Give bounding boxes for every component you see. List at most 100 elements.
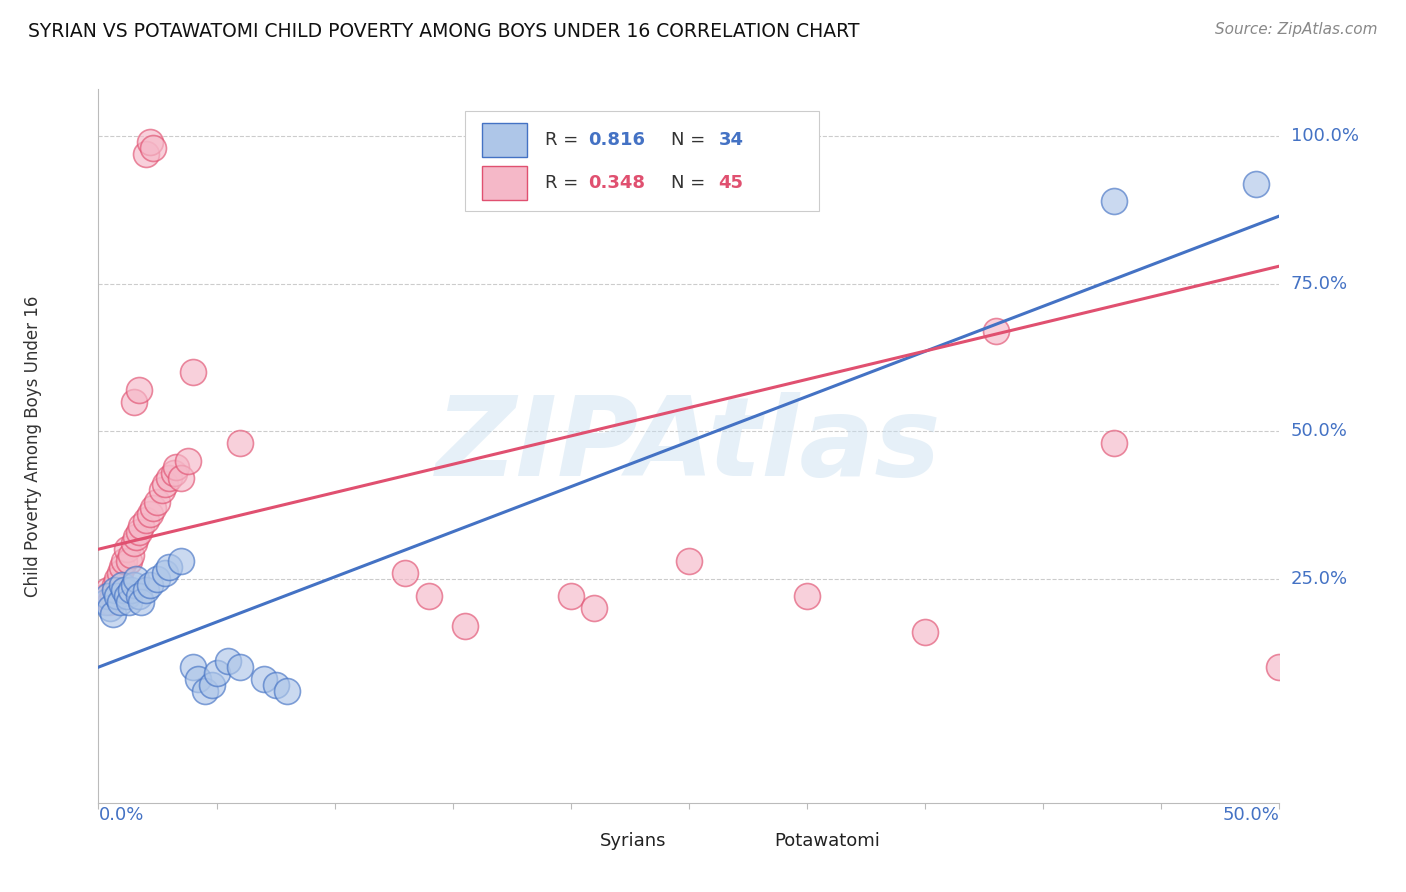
Point: [418, 590, 440, 604]
Point: [153, 566, 176, 580]
Text: N =: N =: [671, 174, 706, 192]
Text: 75.0%: 75.0%: [1291, 275, 1348, 293]
Text: 50.0%: 50.0%: [1291, 422, 1347, 441]
Point: [1244, 177, 1267, 191]
Point: [157, 560, 180, 574]
Text: R =: R =: [546, 174, 578, 192]
Point: [142, 500, 165, 515]
Point: [984, 324, 1007, 338]
Point: [97, 590, 120, 604]
Point: [129, 595, 152, 609]
Point: [453, 619, 475, 633]
Point: [122, 577, 145, 591]
Point: [157, 471, 180, 485]
Point: [142, 141, 165, 155]
Point: [121, 548, 143, 562]
Point: [181, 365, 204, 379]
Point: [101, 607, 124, 621]
Text: Potawatomi: Potawatomi: [773, 832, 880, 850]
Point: [108, 595, 131, 609]
Text: 0.348: 0.348: [589, 174, 645, 192]
Point: [139, 507, 162, 521]
Point: [118, 554, 141, 568]
Point: [253, 672, 276, 686]
Point: [1268, 660, 1291, 674]
Point: [115, 542, 138, 557]
Point: [1102, 436, 1125, 450]
Point: [1102, 194, 1125, 209]
Point: [129, 518, 152, 533]
Point: [135, 147, 157, 161]
Point: [153, 477, 176, 491]
Point: [111, 577, 134, 591]
Point: [229, 436, 252, 450]
Point: [560, 590, 582, 604]
Point: [139, 136, 162, 150]
Point: [112, 583, 135, 598]
Text: 25.0%: 25.0%: [1291, 570, 1348, 588]
Point: [170, 471, 193, 485]
Point: [125, 530, 148, 544]
FancyBboxPatch shape: [464, 111, 818, 211]
Point: [187, 672, 209, 686]
Point: [150, 483, 173, 498]
Point: [108, 566, 131, 580]
Text: 34: 34: [718, 131, 744, 149]
Point: [139, 577, 162, 591]
Text: 100.0%: 100.0%: [1291, 128, 1358, 145]
Text: ZIPAtlas: ZIPAtlas: [436, 392, 942, 500]
Text: 50.0%: 50.0%: [1223, 805, 1279, 823]
Point: [94, 590, 117, 604]
Point: [217, 654, 239, 668]
Point: [170, 554, 193, 568]
Point: [97, 583, 120, 598]
Point: [111, 560, 134, 574]
Point: [678, 554, 700, 568]
Bar: [482, 123, 527, 157]
Point: [135, 583, 157, 598]
Point: [94, 595, 117, 609]
Text: SYRIAN VS POTAWATOMI CHILD POVERTY AMONG BOYS UNDER 16 CORRELATION CHART: SYRIAN VS POTAWATOMI CHILD POVERTY AMONG…: [28, 22, 859, 41]
Point: [105, 572, 128, 586]
Point: [796, 590, 818, 604]
Bar: [482, 166, 527, 200]
Text: R =: R =: [546, 131, 578, 149]
Point: [104, 583, 127, 598]
Point: [163, 466, 186, 480]
Text: N =: N =: [671, 131, 706, 149]
Point: [177, 454, 200, 468]
Point: [118, 595, 141, 609]
Point: [276, 683, 298, 698]
Point: [394, 566, 416, 580]
Point: [122, 394, 145, 409]
Point: [165, 459, 187, 474]
Point: [115, 590, 138, 604]
Point: [128, 383, 150, 397]
Text: Source: ZipAtlas.com: Source: ZipAtlas.com: [1215, 22, 1378, 37]
Point: [98, 595, 121, 609]
Point: [201, 678, 224, 692]
Point: [122, 536, 145, 550]
Point: [135, 513, 157, 527]
Point: [98, 601, 121, 615]
Point: [128, 590, 150, 604]
Text: 45: 45: [718, 174, 744, 192]
Point: [181, 660, 204, 674]
Point: [264, 678, 287, 692]
Text: 0.0%: 0.0%: [98, 805, 143, 823]
Text: 0.816: 0.816: [589, 131, 645, 149]
Point: [104, 577, 127, 591]
Point: [112, 554, 135, 568]
Point: [121, 583, 143, 598]
Bar: [730, 826, 766, 856]
Point: [229, 660, 252, 674]
Bar: [560, 826, 595, 856]
Point: [205, 666, 228, 681]
Point: [583, 601, 606, 615]
Point: [914, 624, 936, 639]
Point: [194, 683, 217, 698]
Point: [125, 572, 148, 586]
Text: Child Poverty Among Boys Under 16: Child Poverty Among Boys Under 16: [24, 295, 42, 597]
Point: [105, 590, 128, 604]
Point: [146, 495, 169, 509]
